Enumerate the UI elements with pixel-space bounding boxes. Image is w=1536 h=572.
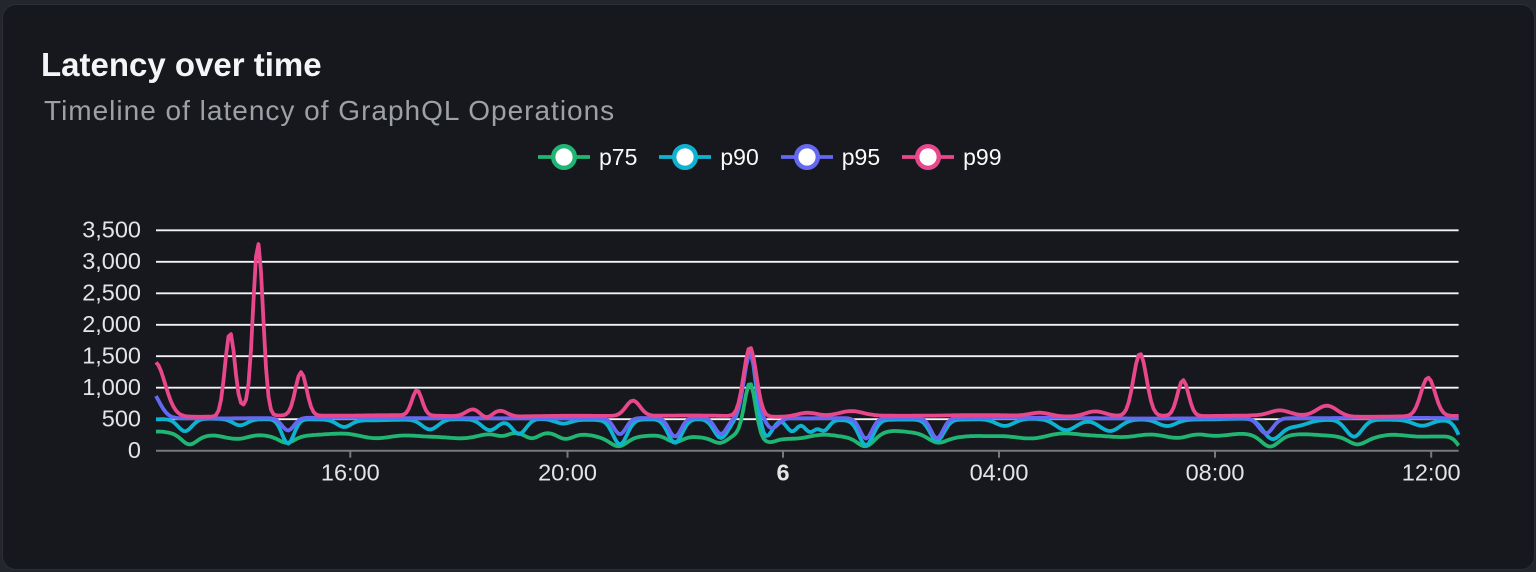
svg-text:16:00: 16:00 xyxy=(321,460,380,486)
svg-text:04:00: 04:00 xyxy=(970,460,1029,486)
svg-text:2,000: 2,000 xyxy=(82,311,141,337)
svg-text:0: 0 xyxy=(128,437,141,463)
svg-text:3,000: 3,000 xyxy=(82,248,141,274)
svg-text:08:00: 08:00 xyxy=(1186,460,1245,486)
svg-text:500: 500 xyxy=(102,406,141,432)
svg-text:2,500: 2,500 xyxy=(82,280,141,306)
svg-text:3,500: 3,500 xyxy=(82,217,141,243)
svg-text:12:00: 12:00 xyxy=(1402,460,1461,486)
svg-text:20:00: 20:00 xyxy=(538,460,597,486)
svg-text:1,500: 1,500 xyxy=(82,343,141,369)
svg-text:1,000: 1,000 xyxy=(82,374,141,400)
svg-text:6: 6 xyxy=(776,460,789,486)
